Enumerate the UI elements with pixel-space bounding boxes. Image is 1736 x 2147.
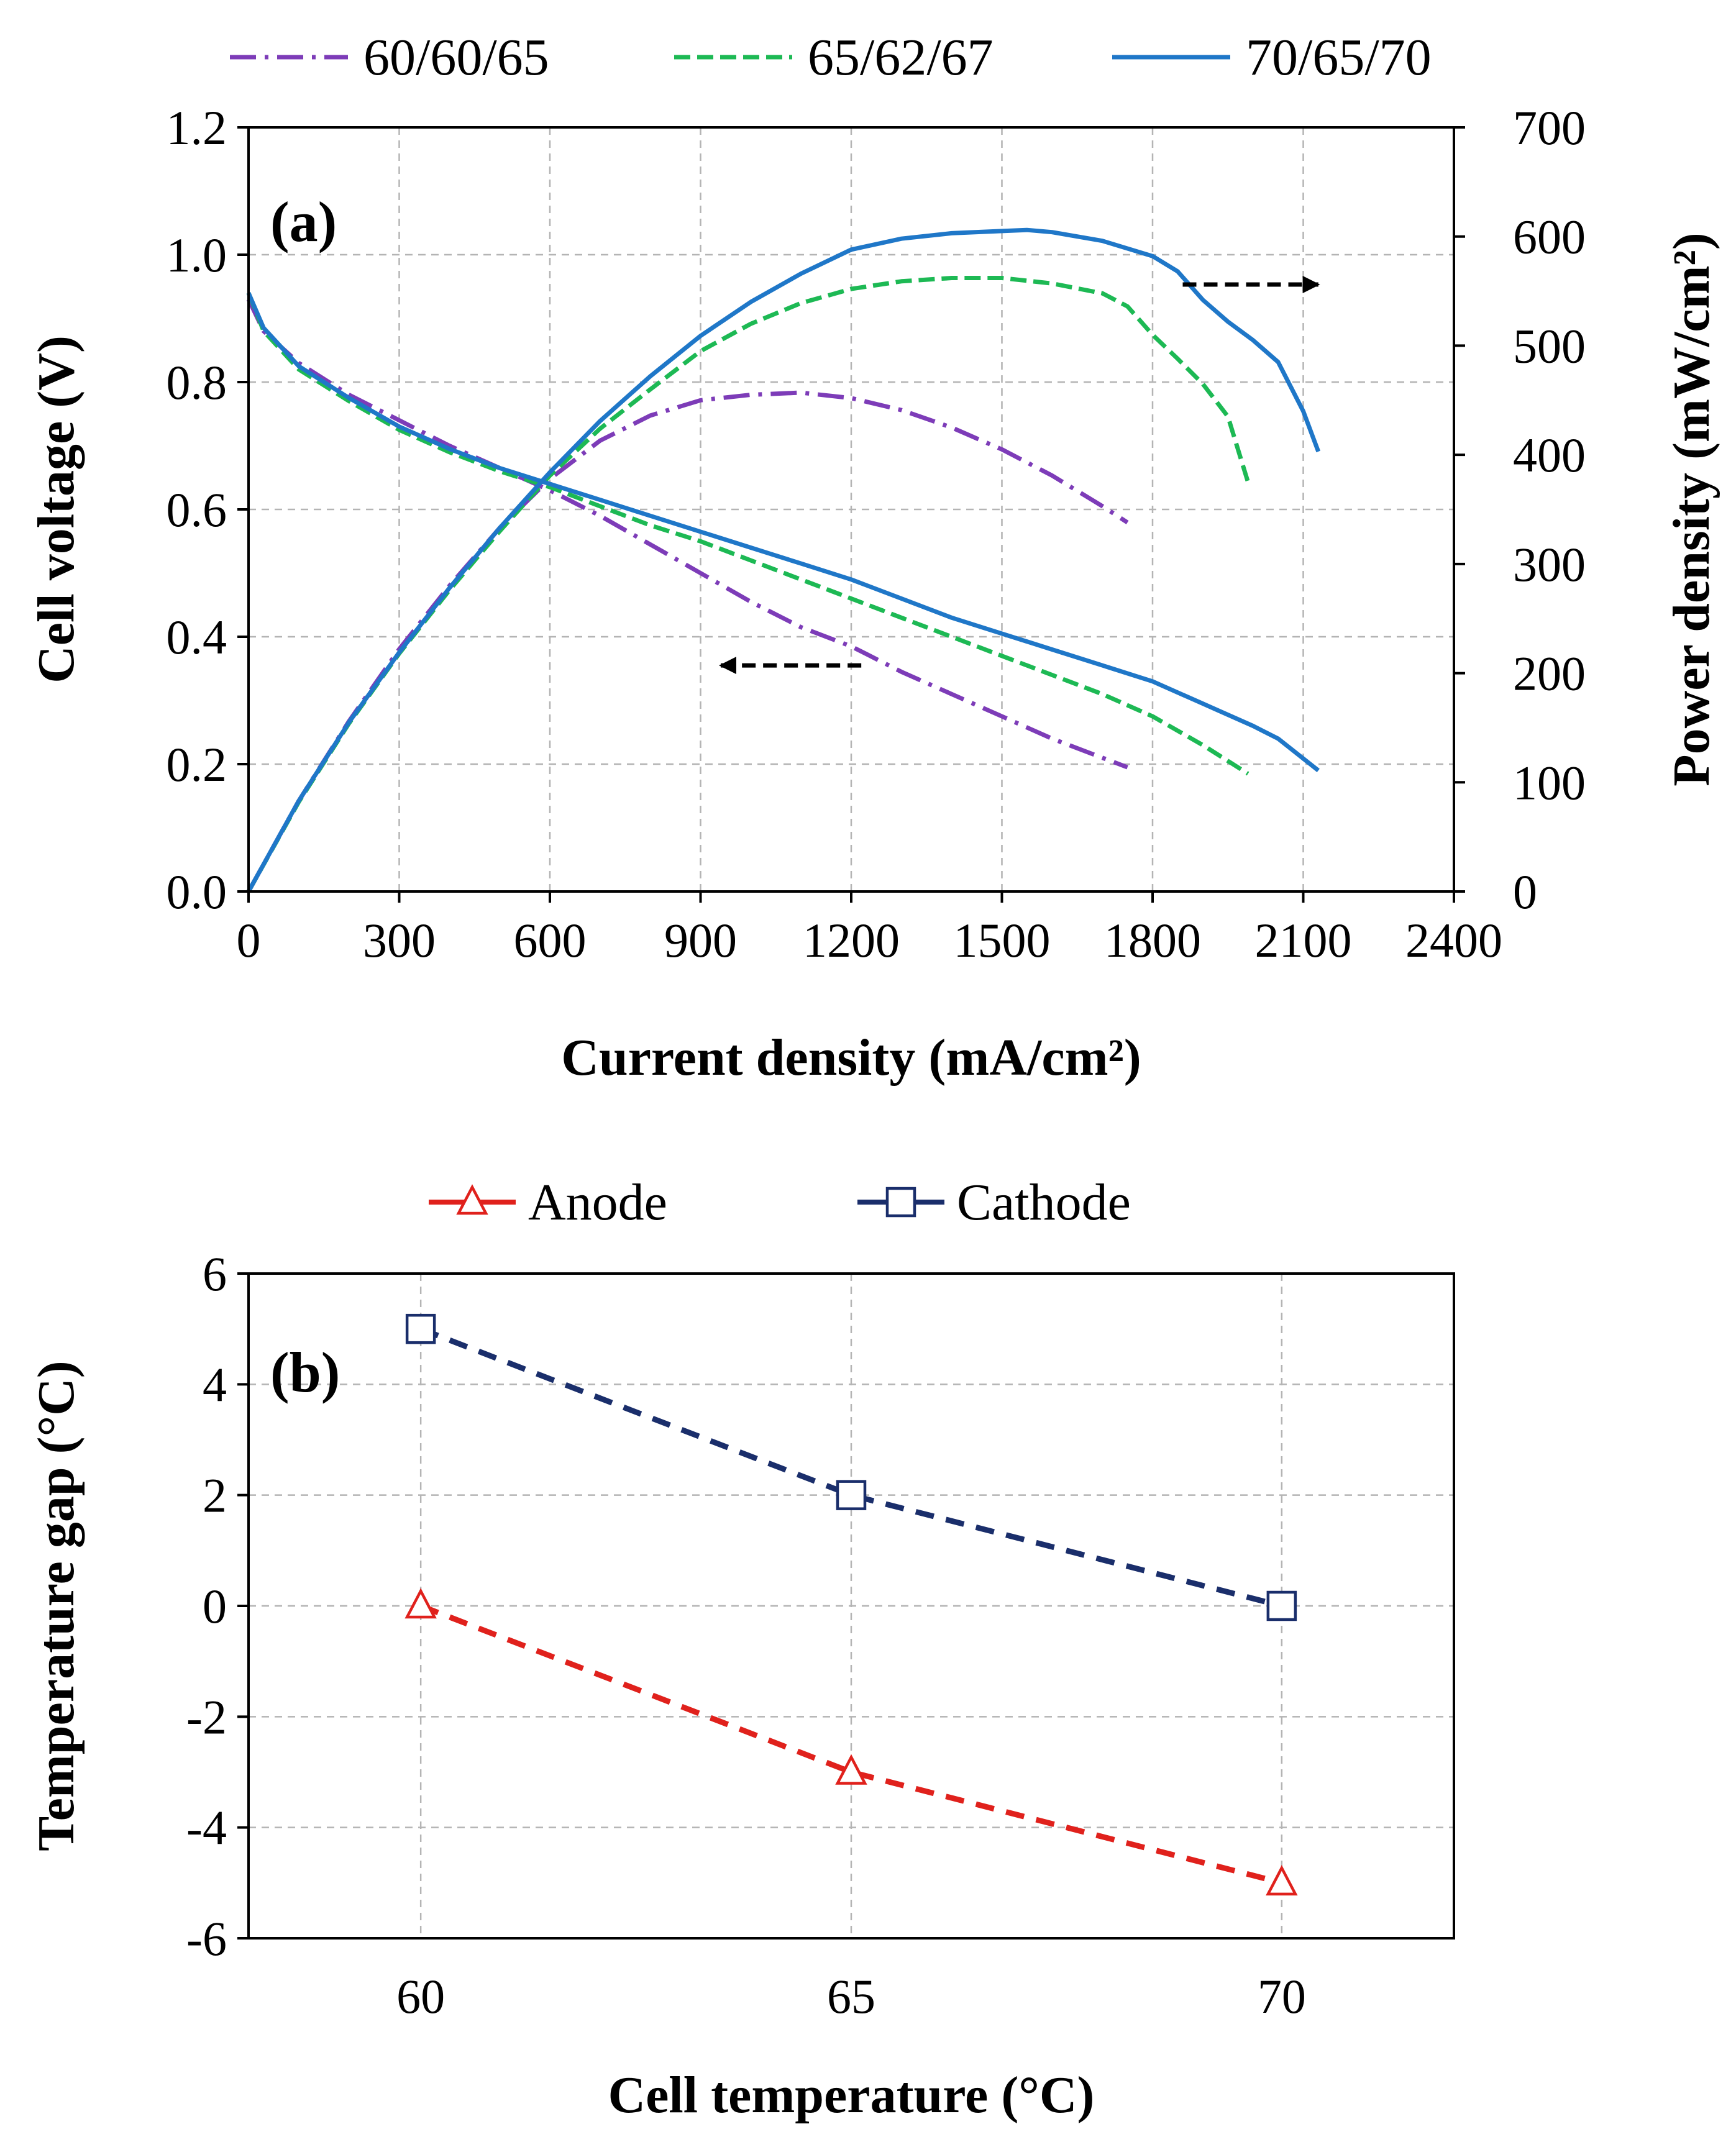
grid-a xyxy=(249,127,1454,891)
legend-label-70/65/70: 70/65/70 xyxy=(1246,29,1432,86)
x-tick-label: 900 xyxy=(664,913,737,967)
y-tick-label: 0 xyxy=(203,1579,227,1633)
y-tick-label: -4 xyxy=(186,1801,227,1855)
arrows-a xyxy=(719,276,1320,675)
x-tick-label: 300 xyxy=(363,913,436,967)
legend-marker-Cathode xyxy=(885,1187,916,1218)
legend-marker-Anode xyxy=(456,1184,488,1215)
ticks-b: 60 65 70 -6 -4 -2 0 2 4 6 xyxy=(186,1247,1306,2023)
x-tick-label: 70 xyxy=(1258,1969,1306,2023)
x-tick-label: 1500 xyxy=(954,913,1051,967)
x-tick-label: 1800 xyxy=(1104,913,1201,967)
data-point-Cathode xyxy=(1266,1590,1297,1621)
chart-a: 60/60/65 65/62/67 70/65/70 0 300 600 900 1200 1… xyxy=(27,29,1720,1087)
y-tick-label: 4 xyxy=(203,1357,227,1411)
x-tick-label: 1200 xyxy=(803,913,900,967)
series-voltage-60/60/65 xyxy=(246,298,1128,770)
y-tick-label-left: 1.0 xyxy=(167,228,227,282)
x-tick-label: 600 xyxy=(514,913,587,967)
series-line-Cathode xyxy=(419,1326,1283,1609)
y-axis-title-left-a: Cell voltage (V) xyxy=(27,335,85,683)
y-tick-label: 6 xyxy=(203,1247,227,1301)
legend-a: 60/60/65 65/62/67 70/65/70 xyxy=(230,29,1432,86)
y-tick-label: 2 xyxy=(203,1469,227,1523)
x-tick-label: 0 xyxy=(237,913,261,967)
y-tick-label-right: 700 xyxy=(1513,101,1586,155)
series-voltage-65/62/67 xyxy=(246,292,1249,776)
chart-b: Anode Cathode 60 65 70 -6 -4 -2 0 2 4 6 (b) Cell t… xyxy=(27,1174,1455,2124)
legend-b: Anode Cathode xyxy=(429,1174,1131,1231)
data-point-Cathode xyxy=(405,1313,436,1344)
series-line-Anode xyxy=(419,1603,1283,1886)
y-tick-label-left: 0.6 xyxy=(167,483,227,537)
legend-label-60/60/65: 60/60/65 xyxy=(363,29,549,86)
legend-label-Anode: Anode xyxy=(528,1174,667,1231)
data-point-Anode xyxy=(404,1588,437,1619)
ticks-a: 0 300 600 900 1200 1500 1800 2100 2400 0.0 0.2 0.4 0… xyxy=(167,101,1586,967)
series-group-a xyxy=(246,227,1321,893)
legend-label-Cathode: Cathode xyxy=(957,1174,1131,1231)
panel-label-b: (b) xyxy=(270,1341,340,1404)
y-tick-label-right: 100 xyxy=(1513,755,1586,809)
x-axis-title-b: Cell temperature (°C) xyxy=(608,2066,1094,2124)
x-tick-label: 2100 xyxy=(1255,913,1352,967)
y-tick-label-left: 0.4 xyxy=(167,610,227,664)
data-point-Cathode xyxy=(836,1480,867,1510)
y-tick-label-left: 1.2 xyxy=(167,101,227,155)
x-tick-label: 65 xyxy=(827,1969,875,2023)
y-tick-label-left: 0.0 xyxy=(167,865,227,919)
data-point-Anode xyxy=(1266,1864,1298,1896)
data-point-Anode xyxy=(835,1754,867,1785)
y-tick-label-right: 500 xyxy=(1513,319,1586,373)
y-tick-label-right: 0 xyxy=(1513,865,1537,919)
y-tick-label-left: 0.2 xyxy=(167,737,227,791)
y-axis-title-b: Temperature gap (°C) xyxy=(27,1361,85,1851)
series-voltage-70/65/70 xyxy=(246,292,1320,773)
y-tick-label-right: 400 xyxy=(1513,428,1586,482)
series-power-70/65/70 xyxy=(246,227,1321,893)
series-group-b xyxy=(404,1313,1298,1896)
y-tick-label-right: 200 xyxy=(1513,647,1586,701)
y-tick-label: -6 xyxy=(186,1912,227,1966)
y-tick-label-right: 600 xyxy=(1513,210,1586,264)
x-axis-title-a: Current density (mA/cm²) xyxy=(561,1029,1141,1087)
x-tick-label: 60 xyxy=(396,1969,445,2023)
y-tick-label: -2 xyxy=(186,1690,227,1744)
y-axis-title-right-a: Power density (mW/cm²) xyxy=(1663,232,1720,786)
legend-label-65/62/67: 65/62/67 xyxy=(808,29,994,86)
series-power-60/60/65 xyxy=(246,390,1129,893)
y-tick-label-left: 0.8 xyxy=(167,355,227,409)
x-tick-label: 2400 xyxy=(1405,913,1502,967)
panel-label-a: (a) xyxy=(270,190,337,253)
y-tick-label-right: 300 xyxy=(1513,537,1586,591)
